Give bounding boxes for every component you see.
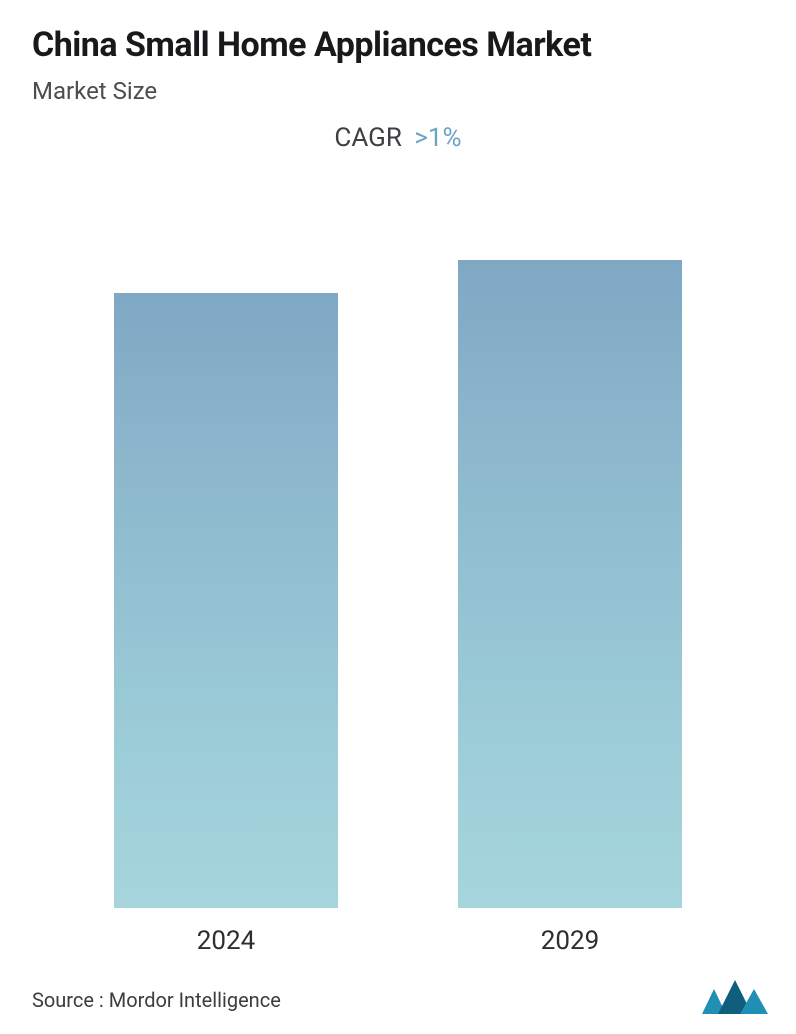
mordor-logo-icon — [700, 974, 770, 1016]
source-footer: Source : Mordor Intelligence — [32, 988, 281, 1012]
cagr-row: CAGR >1% — [32, 123, 764, 153]
bar-category-label: 2029 — [541, 926, 599, 956]
page-title: China Small Home Appliances Market — [32, 24, 764, 67]
bar — [114, 293, 338, 908]
bar-category-label: 2024 — [197, 926, 255, 956]
bar-col: 2029 — [458, 260, 682, 956]
chart-container: China Small Home Appliances Market Marke… — [0, 0, 796, 1034]
bar — [458, 260, 682, 908]
cagr-label: CAGR — [334, 123, 401, 153]
cagr-value: >1% — [414, 123, 461, 153]
bars-row: 2024 2029 — [32, 276, 764, 956]
bar-col: 2024 — [114, 293, 338, 956]
chart-area: 2024 2029 — [32, 163, 764, 1015]
page-subtitle: Market Size — [32, 77, 764, 105]
